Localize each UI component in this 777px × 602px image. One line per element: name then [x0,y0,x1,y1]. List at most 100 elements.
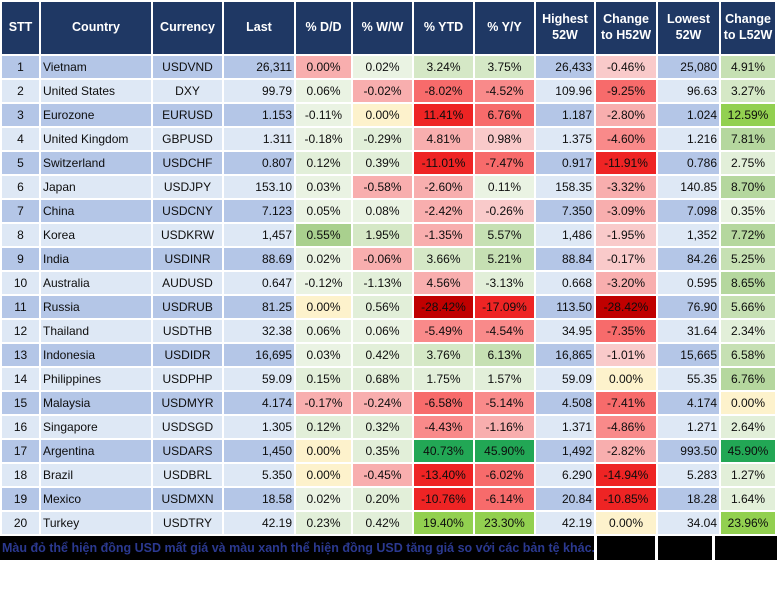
cell-chg_h52w: -3.09% [596,200,656,222]
cell-yy: 5.57% [475,224,534,246]
cell-yy: -0.26% [475,200,534,222]
cell-dd: 0.00% [296,296,351,318]
cell-yy: 6.13% [475,344,534,366]
cell-ytd: -4.43% [414,416,473,438]
cell-stt: 16 [2,416,39,438]
cell-yy: 3.75% [475,56,534,78]
cell-chg_h52w: -11.91% [596,152,656,174]
col-header-stt: STT [2,2,39,54]
cell-yy: 0.98% [475,128,534,150]
col-header-ww: % W/W [353,2,412,54]
cell-high52w: 4.508 [536,392,594,414]
cell-currency: USDMYR [153,392,222,414]
cell-low52w: 15,665 [658,344,719,366]
cell-country: Indonesia [41,344,151,366]
cell-stt: 7 [2,200,39,222]
cell-ytd: -1.35% [414,224,473,246]
cell-low52w: 140.85 [658,176,719,198]
table-row: 18 Brazil USDBRL 5.350 0.00% -0.45% -13.40% -6.… [2,464,775,486]
cell-chg_l52w: 0.35% [721,200,775,222]
cell-currency: USDRUB [153,296,222,318]
cell-last: 1.153 [224,104,294,126]
cell-high52w: 109.96 [536,80,594,102]
cell-chg_h52w: -10.85% [596,488,656,510]
cell-ww: 0.20% [353,488,412,510]
cell-country: China [41,200,151,222]
cell-dd: -0.12% [296,272,351,294]
cell-yy: -6.02% [475,464,534,486]
cell-last: 4.174 [224,392,294,414]
cell-last: 26,311 [224,56,294,78]
bottom-divider [0,560,777,562]
cell-chg_l52w: 45.90% [721,440,775,462]
cell-dd: 0.00% [296,464,351,486]
cell-dd: 0.06% [296,320,351,342]
cell-high52w: 6.290 [536,464,594,486]
cell-yy: -4.52% [475,80,534,102]
table-row: 3 Eurozone EURUSD 1.153 -0.11% 0.00% 11.41% 6.7… [2,104,775,126]
cell-chg_h52w: -4.60% [596,128,656,150]
cell-ww: 0.06% [353,320,412,342]
cell-ww: 0.35% [353,440,412,462]
footer-black-box-2 [658,536,712,560]
footer-black-box-1 [597,536,655,560]
cell-ytd: 1.75% [414,368,473,390]
cell-yy: 0.11% [475,176,534,198]
table-row: 14 Philippines USDPHP 59.09 0.15% 0.68% 1.75% 1… [2,368,775,390]
cell-country: Australia [41,272,151,294]
table-row: 5 Switzerland USDCHF 0.807 0.12% 0.39% -11.01%… [2,152,775,174]
cell-last: 1,450 [224,440,294,462]
cell-chg_l52w: 0.00% [721,392,775,414]
cell-chg_h52w: -2.82% [596,440,656,462]
cell-stt: 9 [2,248,39,270]
cell-dd: 0.23% [296,512,351,534]
cell-last: 1.305 [224,416,294,438]
cell-chg_h52w: -1.01% [596,344,656,366]
cell-ytd: 4.56% [414,272,473,294]
cell-ytd: 3.66% [414,248,473,270]
cell-low52w: 1,352 [658,224,719,246]
cell-ytd: -10.76% [414,488,473,510]
table-row: 15 Malaysia USDMYR 4.174 -0.17% -0.24% -6.58% -… [2,392,775,414]
cell-low52w: 34.04 [658,512,719,534]
table-row: 7 China USDCNY 7.123 0.05% 0.08% -2.42% -0.26% 7… [2,200,775,222]
cell-high52w: 0.668 [536,272,594,294]
cell-dd: 0.06% [296,80,351,102]
cell-dd: 0.00% [296,56,351,78]
table-row: 10 Australia AUDUSD 0.647 -0.12% -1.13% 4.56% -… [2,272,775,294]
cell-ww: 0.02% [353,56,412,78]
cell-country: Brazil [41,464,151,486]
table-row: 6 Japan USDJPY 153.10 0.03% -0.58% -2.60% 0.11%… [2,176,775,198]
cell-currency: USDINR [153,248,222,270]
cell-last: 0.647 [224,272,294,294]
cell-last: 153.10 [224,176,294,198]
col-header-chg_l52w: Change to L52W [721,2,775,54]
table-row: 16 Singapore USDSGD 1.305 0.12% 0.32% -4.43% -1… [2,416,775,438]
cell-ytd: 11.41% [414,104,473,126]
cell-currency: USDTRY [153,512,222,534]
cell-ytd: 3.24% [414,56,473,78]
cell-chg_h52w: -2.80% [596,104,656,126]
cell-stt: 10 [2,272,39,294]
cell-ytd: -8.02% [414,80,473,102]
cell-yy: -7.47% [475,152,534,174]
cell-stt: 15 [2,392,39,414]
cell-country: United States [41,80,151,102]
table-row: 13 Indonesia USDIDR 16,695 0.03% 0.42% 3.76% 6.… [2,344,775,366]
cell-ww: 0.08% [353,200,412,222]
cell-last: 16,695 [224,344,294,366]
cell-last: 1.311 [224,128,294,150]
cell-dd: 0.55% [296,224,351,246]
cell-country: Korea [41,224,151,246]
cell-ww: 0.00% [353,104,412,126]
cell-currency: USDMXN [153,488,222,510]
cell-ytd: -2.60% [414,176,473,198]
cell-currency: USDKRW [153,224,222,246]
cell-country: Russia [41,296,151,318]
cell-chg_l52w: 6.58% [721,344,775,366]
cell-low52w: 7.098 [658,200,719,222]
cell-stt: 20 [2,512,39,534]
header-row: STT Country Currency Last% D/D% W/W% YTD% Y… [2,2,775,54]
cell-currency: AUDUSD [153,272,222,294]
cell-high52w: 88.84 [536,248,594,270]
